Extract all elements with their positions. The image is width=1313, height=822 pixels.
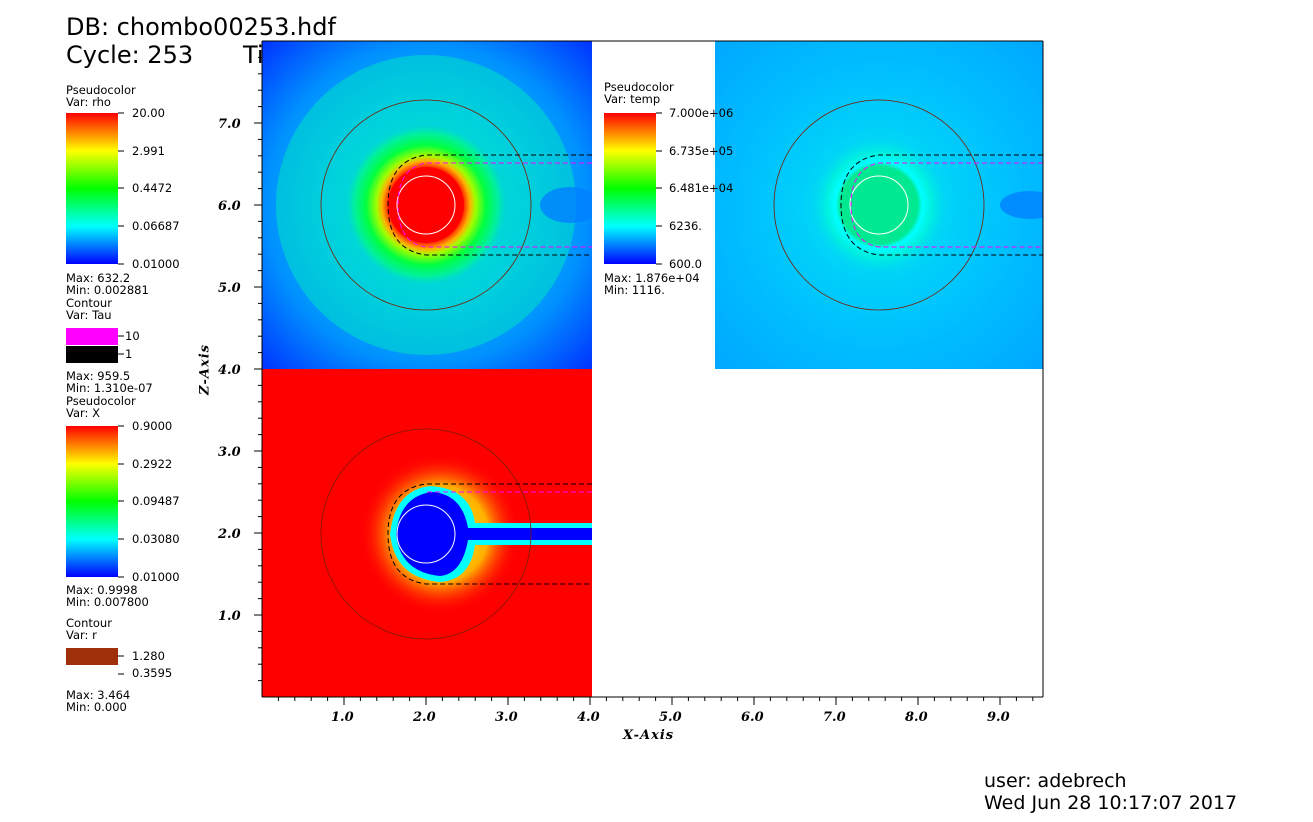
- rho-legend-type: Pseudocolor: [66, 83, 136, 97]
- temp-colorbar: [604, 113, 656, 264]
- x-axis-tick-label: 1.0: [331, 710, 354, 725]
- z-axis-tick-label: 3.0: [218, 445, 241, 460]
- x-tick-2: 0.09487: [132, 494, 180, 508]
- tau-level-1: 1: [125, 347, 133, 361]
- temp-legend-var: Var: temp: [604, 92, 661, 106]
- x-axis-tick-label: 3.0: [495, 710, 518, 725]
- rho-tick-3: 0.06687: [132, 219, 180, 233]
- tau-level-0: 10: [125, 329, 140, 343]
- temp-tick-2: 6.481e+04: [669, 181, 734, 195]
- r-swatch-03595: [66, 666, 118, 683]
- r-level-1: 0.3595: [132, 666, 173, 680]
- x-panel: [262, 369, 592, 697]
- user-label: user: adebrech: [984, 770, 1127, 792]
- z-axis-tick-label: 5.0: [218, 281, 241, 296]
- z-axis-title: Z-Axis: [197, 344, 213, 395]
- temp-tick-3: 6236.: [669, 219, 702, 233]
- x-axis-tick-label: 7.0: [823, 710, 846, 725]
- rho-max: Max: 632.2: [66, 271, 131, 285]
- x-max: Max: 0.9998: [66, 583, 138, 597]
- rho-legend-var: Var: rho: [66, 95, 111, 109]
- temp-min: Min: 1116.: [604, 283, 665, 297]
- rho-tick-4: 0.01000: [132, 257, 180, 271]
- tau-max: Max: 959.5: [66, 369, 131, 383]
- temp-tick-0: 7.000e+06: [669, 106, 734, 120]
- temp-panel: [715, 41, 1043, 369]
- z-axis-tick-label: 1.0: [218, 609, 241, 624]
- temp-legend-type: Pseudocolor: [604, 80, 674, 94]
- rho-panel: [262, 41, 592, 369]
- z-axis-tick-label: 6.0: [218, 199, 241, 214]
- x-legend-var: Var: X: [66, 406, 100, 420]
- temp-tick-4: 600.0: [669, 257, 702, 271]
- temp-max: Max: 1.876e+04: [604, 271, 700, 285]
- tau-min: Min: 1.310e-07: [66, 381, 153, 395]
- cycle-label: Cycle: 253: [66, 41, 194, 69]
- z-axis-tick-label: 2.0: [218, 527, 241, 542]
- axes-frame: [254, 40, 1044, 705]
- rho-tick-2: 0.4472: [132, 181, 173, 195]
- r-legend-type: Contour: [66, 616, 112, 630]
- date-label: Wed Jun 28 10:17:07 2017: [984, 792, 1238, 814]
- r-level-0: 1.280: [132, 649, 165, 663]
- z-axis-tick-label: 7.0: [218, 117, 241, 132]
- x-axis-tick-label: 9.0: [987, 710, 1010, 725]
- temp-tick-1: 6.735e+05: [669, 144, 734, 158]
- x-tick-3: 0.03080: [132, 532, 180, 546]
- x-colorbar: [66, 426, 118, 577]
- rho-min: Min: 0.002881: [66, 283, 149, 297]
- r-legend-var: Var: r: [66, 628, 97, 642]
- x-axis-tick-label: 6.0: [741, 710, 764, 725]
- x-tick-0: 0.9000: [132, 419, 173, 433]
- r-min: Min: 0.000: [66, 700, 127, 714]
- x-axis-tick-label: 8.0: [905, 710, 928, 725]
- x-legend-type: Pseudocolor: [66, 394, 136, 408]
- x-min: Min: 0.007800: [66, 595, 149, 609]
- rho-colorbar: [66, 113, 118, 264]
- r-max: Max: 3.464: [66, 688, 131, 702]
- z-axis-tick-label: 4.0: [218, 363, 241, 378]
- rho-tick-1: 2.991: [132, 144, 165, 158]
- x-axis-tick-label: 4.0: [577, 710, 600, 725]
- x-axis-title: X-Axis: [623, 728, 675, 743]
- rho-tick-0: 20.00: [132, 106, 165, 120]
- tau-legend-var: Var: Tau: [66, 308, 112, 322]
- r-swatch-1280: [66, 648, 118, 665]
- x-tick-1: 0.2922: [132, 457, 173, 471]
- tau-legend-type: Contour: [66, 296, 112, 310]
- x-tick-4: 0.01000: [132, 570, 180, 584]
- tau-swatch-1: [66, 346, 118, 363]
- x-axis-tick-label: 2.0: [413, 710, 436, 725]
- x-axis-tick-label: 5.0: [659, 710, 682, 725]
- tau-swatch-10: [66, 328, 118, 345]
- database-title: DB: chombo00253.hdf: [66, 13, 336, 41]
